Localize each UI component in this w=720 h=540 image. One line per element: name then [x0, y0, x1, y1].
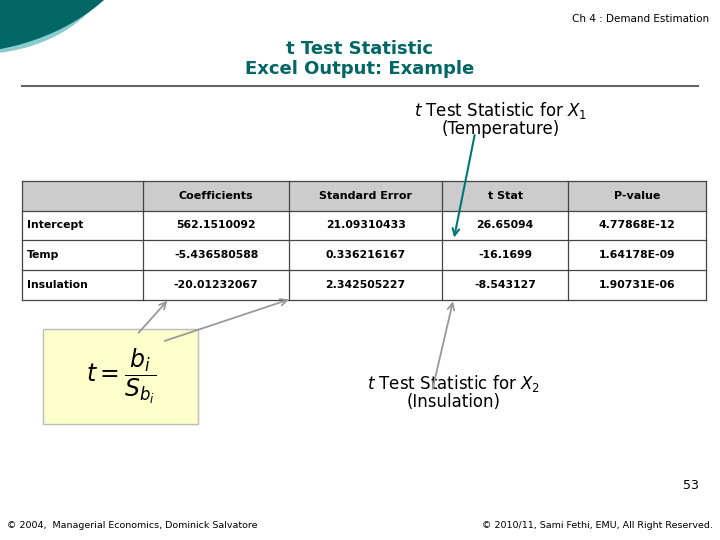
Text: 26.65094: 26.65094 [477, 220, 534, 231]
Text: 2.342505227: 2.342505227 [325, 280, 405, 290]
Text: Excel Output: Example: Excel Output: Example [246, 60, 474, 78]
Wedge shape [0, 0, 151, 54]
Text: 1.90731E-06: 1.90731E-06 [598, 280, 675, 290]
Text: © 2004,  Managerial Economics, Dominick Salvatore: © 2004, Managerial Economics, Dominick S… [7, 521, 258, 530]
Text: 0.336216167: 0.336216167 [325, 250, 405, 260]
Text: (Temperature): (Temperature) [441, 120, 559, 138]
Text: $t = \dfrac{b_i}{S_{b_i}}$: $t = \dfrac{b_i}{S_{b_i}}$ [86, 347, 156, 406]
Text: (Insulation): (Insulation) [407, 393, 500, 410]
Text: Intercept: Intercept [27, 220, 84, 231]
Wedge shape [0, 0, 115, 54]
Text: t Stat: t Stat [487, 191, 523, 201]
Text: -16.1699: -16.1699 [478, 250, 532, 260]
Text: 21.09310433: 21.09310433 [325, 220, 405, 231]
Text: $t$ Test Statistic for $X_1$: $t$ Test Statistic for $X_1$ [414, 100, 587, 121]
Text: -8.543127: -8.543127 [474, 280, 536, 290]
Text: 1.64178E-09: 1.64178E-09 [598, 250, 675, 260]
Text: Insulation: Insulation [27, 280, 89, 290]
Bar [22, 181, 706, 211]
Text: P-value: P-value [613, 191, 660, 201]
Bar [43, 329, 198, 424]
Text: 53: 53 [683, 480, 698, 492]
Text: 562.1510092: 562.1510092 [176, 220, 256, 231]
Text: Ch 4 : Demand Estimation: Ch 4 : Demand Estimation [572, 14, 709, 24]
Text: 4.77868E-12: 4.77868E-12 [598, 220, 675, 231]
Text: -5.436580588: -5.436580588 [174, 250, 258, 260]
Text: $t$ Test Statistic for $X_2$: $t$ Test Statistic for $X_2$ [367, 373, 540, 394]
Text: Standard Error: Standard Error [319, 191, 412, 201]
Text: Temp: Temp [27, 250, 60, 260]
Text: © 2010/11, Sami Fethi, EMU, All Right Reserved.: © 2010/11, Sami Fethi, EMU, All Right Re… [482, 521, 713, 530]
Text: -20.01232067: -20.01232067 [174, 280, 258, 290]
Text: t Test Statistic: t Test Statistic [287, 40, 433, 58]
Text: Coefficients: Coefficients [179, 191, 253, 201]
